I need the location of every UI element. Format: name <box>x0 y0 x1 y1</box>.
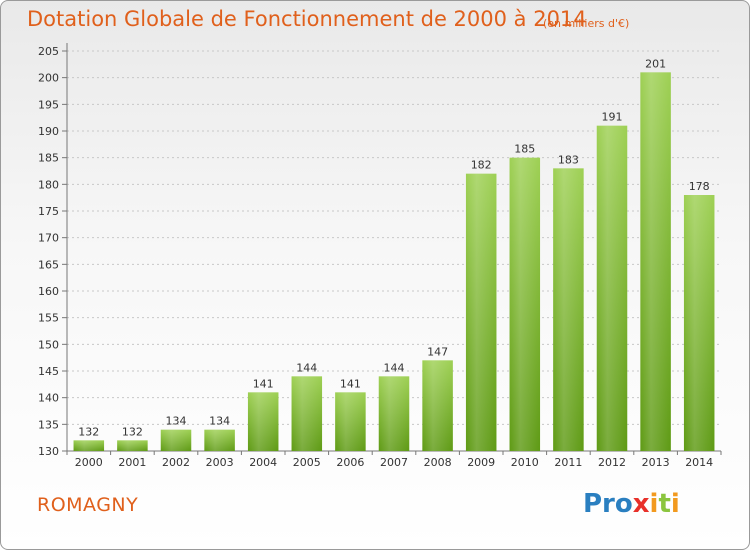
x-tick-label: 2014 <box>685 456 713 469</box>
data-label: 178 <box>689 180 710 193</box>
data-label: 183 <box>558 153 579 166</box>
y-tick-label: 130 <box>38 445 59 458</box>
bar-shine-2002 <box>160 429 192 451</box>
y-tick-label: 200 <box>38 72 59 85</box>
y-tick-label: 165 <box>38 258 59 271</box>
data-label: 134 <box>209 415 230 428</box>
x-tick-label: 2008 <box>424 456 452 469</box>
x-tick-label: 2006 <box>336 456 364 469</box>
y-tick-label: 205 <box>38 45 59 58</box>
bar-shine-2012 <box>596 125 628 452</box>
y-tick-label: 150 <box>38 338 59 351</box>
x-tick-label: 2003 <box>206 456 234 469</box>
y-tick-label: 180 <box>38 178 59 191</box>
bar-shine-2004 <box>247 392 279 451</box>
y-tick-label: 190 <box>38 125 59 138</box>
data-label: 132 <box>78 425 99 438</box>
bar-shine-2000 <box>73 440 105 451</box>
y-tick-label: 175 <box>38 205 59 218</box>
y-tick-label: 185 <box>38 152 59 165</box>
x-tick-label: 2012 <box>598 456 626 469</box>
y-tick-label: 195 <box>38 98 59 111</box>
bars <box>73 72 715 452</box>
data-label: 201 <box>645 57 666 70</box>
chart-title: Dotation Globale de Fonctionnement de 20… <box>27 7 587 31</box>
data-label: 132 <box>122 425 143 438</box>
bar-shine-2005 <box>291 376 323 451</box>
y-tick-label: 135 <box>38 418 59 431</box>
y-tick-label: 160 <box>38 285 59 298</box>
labels: 132 2000 132 2001 134 2002 134 2003 141 2004 144 20… <box>75 57 713 469</box>
bar-shine-2006 <box>335 392 366 451</box>
x-tick-label: 2005 <box>293 456 321 469</box>
x-tick-label: 2011 <box>554 456 582 469</box>
bar-shine-2009 <box>465 173 497 451</box>
data-label: 191 <box>602 111 623 124</box>
x-tick-label: 2002 <box>162 456 190 469</box>
data-label: 185 <box>514 143 535 156</box>
place-name: ROMAGNY <box>37 494 139 516</box>
data-label: 141 <box>340 377 361 390</box>
x-tick-label: 2000 <box>75 456 103 469</box>
x-tick-label: 2004 <box>249 456 277 469</box>
bar-shine-2007 <box>378 376 410 451</box>
data-label: 134 <box>166 415 187 428</box>
bar-shine-2011 <box>553 168 584 452</box>
data-label: 144 <box>296 361 317 374</box>
x-tick-label: 2001 <box>118 456 146 469</box>
y-tick-label: 140 <box>38 392 59 405</box>
bar-shine-2014 <box>683 195 715 451</box>
proxiti-logo: Proxiti <box>583 489 680 519</box>
x-tick-label: 2007 <box>380 456 408 469</box>
bar-shine-2003 <box>204 429 235 451</box>
bar-shine-2001 <box>117 440 148 451</box>
data-label: 147 <box>427 345 448 358</box>
data-label: 144 <box>384 361 405 374</box>
bar-shine-2013 <box>640 72 671 451</box>
y-tick-label: 145 <box>38 365 59 378</box>
x-tick-label: 2010 <box>511 456 539 469</box>
y-tick-label: 170 <box>38 232 59 245</box>
y-tick-label: 155 <box>38 312 59 325</box>
bar-shine-2010 <box>509 157 541 451</box>
data-label: 182 <box>471 159 492 172</box>
x-tick-label: 2013 <box>642 456 670 469</box>
bar-shine-2008 <box>422 360 453 451</box>
unit-note: (en milliers d'€) <box>543 17 630 30</box>
data-label: 141 <box>253 377 274 390</box>
x-tick-label: 2009 <box>467 456 495 469</box>
